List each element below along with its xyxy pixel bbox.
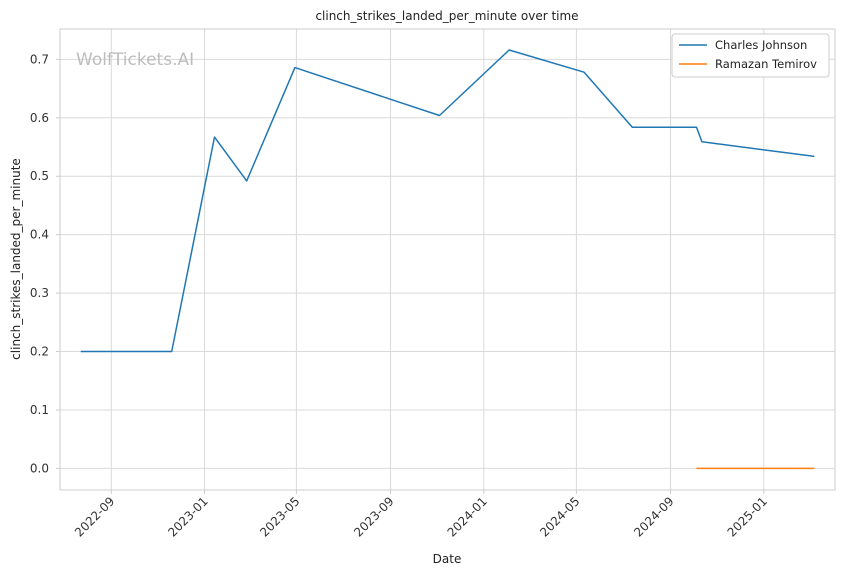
x-tick-label: 2024-09 xyxy=(631,494,676,539)
legend: Charles Johnson Ramazan Temirov xyxy=(671,33,830,78)
y-tick-label: 0.2 xyxy=(30,345,49,359)
y-tick-label: 0.3 xyxy=(30,286,49,300)
series-line-charles-johnson xyxy=(80,49,815,353)
watermark: WolfTickets.AI xyxy=(76,50,194,70)
x-tick-label: 2023-09 xyxy=(351,494,396,539)
plot-area xyxy=(60,29,835,490)
legend-label-ramazan-temirov: Ramazan Temirov xyxy=(715,57,817,71)
y-tick-label: 0.5 xyxy=(30,169,49,183)
y-tick-label: 0.0 xyxy=(30,461,49,475)
x-tick-label: 2022-09 xyxy=(72,494,117,539)
y-axis-ticks: 0.0 0.1 0.2 0.3 0.4 0.5 0.6 0.7 xyxy=(30,52,60,475)
legend-label-charles-johnson: Charles Johnson xyxy=(715,38,807,52)
x-axis-title: Date xyxy=(433,552,462,566)
x-tick-label: 2024-01 xyxy=(445,494,490,539)
x-tick-label: 2024-05 xyxy=(537,494,582,539)
y-tick-label: 0.4 xyxy=(30,228,49,242)
series-layer xyxy=(80,49,815,470)
plot-frame xyxy=(59,28,836,491)
x-tick-label: 2023-05 xyxy=(257,494,302,539)
chart-title: clinch_strikes_landed_per_minute over ti… xyxy=(315,9,578,23)
y-tick-label: 0.6 xyxy=(30,111,49,125)
x-axis-ticks: 2022-09 2023-01 2023-05 2023-09 2024-01 2024-… xyxy=(72,490,770,540)
y-tick-label: 0.1 xyxy=(30,403,49,417)
x-tick-label: 2025-01 xyxy=(725,494,770,539)
legend-box xyxy=(671,33,830,78)
y-axis-title: clinch_strikes_landed_per_minute xyxy=(9,158,23,360)
x-tick-label: 2023-01 xyxy=(165,494,210,539)
y-tick-label: 0.7 xyxy=(30,52,49,66)
grid xyxy=(60,29,835,490)
